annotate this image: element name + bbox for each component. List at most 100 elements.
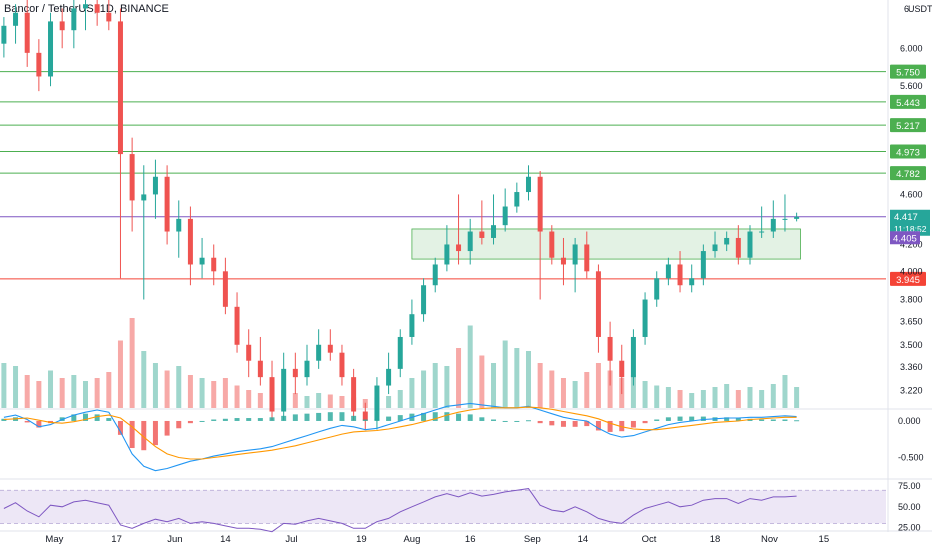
candle-body xyxy=(479,231,485,238)
macd-histogram-bar xyxy=(467,414,473,421)
price-tick-label: 3.360 xyxy=(900,362,923,372)
candle-body xyxy=(525,176,531,193)
candle-body xyxy=(351,377,357,412)
volume-bar xyxy=(595,363,601,408)
candle-body xyxy=(164,176,170,232)
rsi-pane xyxy=(0,488,886,533)
macd-histogram-bar xyxy=(479,417,485,421)
volume-bar xyxy=(549,370,555,408)
candle-body xyxy=(595,271,601,337)
macd-histogram-bar xyxy=(421,412,427,421)
macd-histogram-bar xyxy=(281,415,287,421)
time-tick-label: Jun xyxy=(167,534,182,545)
volume-bar xyxy=(432,363,438,408)
candle-body xyxy=(397,336,403,369)
candle-body xyxy=(432,264,438,286)
candle-body xyxy=(514,192,520,207)
candle-body xyxy=(759,231,765,233)
volume-bar xyxy=(630,375,636,408)
macd-histogram-bar xyxy=(257,418,263,421)
candle-body xyxy=(292,368,298,378)
candle-body xyxy=(502,206,508,226)
candle-body xyxy=(316,344,322,361)
macd-pane xyxy=(1,402,800,472)
level-label-bg xyxy=(890,166,926,181)
candle-body xyxy=(94,4,100,13)
macd-histogram-bar xyxy=(234,418,240,421)
macd-histogram-bar xyxy=(654,419,660,421)
volume-bar xyxy=(572,381,578,408)
rsi-tick-label: 25.00 xyxy=(898,523,921,533)
volume-bar xyxy=(117,340,123,408)
macd-histogram-bar xyxy=(106,418,112,421)
purple-label-bg xyxy=(890,231,920,245)
candle-body xyxy=(339,352,345,378)
level-label: 5.750 xyxy=(896,68,920,79)
macd-histogram-bar xyxy=(514,420,520,422)
macd-histogram-bar xyxy=(141,420,147,451)
volume-bar xyxy=(1,363,7,408)
candle-body xyxy=(537,176,543,232)
macd-histogram-bar xyxy=(24,420,30,423)
volume-bar xyxy=(164,370,170,408)
candle-body xyxy=(327,344,333,353)
support-resistance-zone xyxy=(411,228,801,260)
volume-bar xyxy=(421,370,427,408)
candle-body xyxy=(222,271,228,307)
time-tick-label: 14 xyxy=(578,534,589,545)
macd-histogram-bar xyxy=(269,417,275,421)
macd-histogram-bar xyxy=(642,420,648,424)
macd-histogram-bar xyxy=(397,415,403,421)
macd-histogram-bar xyxy=(36,420,42,428)
level-label-bg xyxy=(890,144,926,159)
panes xyxy=(0,0,932,532)
macd-histogram-bar xyxy=(246,418,252,421)
macd-histogram-bar xyxy=(362,419,368,421)
rsi-tick-label: 75.00 xyxy=(898,481,921,491)
macd-histogram-bar xyxy=(491,419,497,421)
time-tick-label: May xyxy=(45,534,63,545)
time-tick-label: 19 xyxy=(356,534,367,545)
time-tick-label: Aug xyxy=(403,534,420,545)
horizontal-levels: 5.750 5.443 5.217 4.973 4.782 3.945 xyxy=(0,64,926,286)
candle-body xyxy=(630,336,636,378)
price-axis: 6 6.000 5.600 4.600 4.200 4.000 3.800 3.650 3.50… xyxy=(890,4,932,533)
candle-body xyxy=(584,244,590,272)
candle-body xyxy=(642,299,648,337)
price-tick-label: 3.800 xyxy=(900,295,923,305)
volume-bar xyxy=(36,381,42,408)
candle-body xyxy=(724,237,730,245)
volume-bar xyxy=(689,393,695,408)
volume-bar xyxy=(397,390,403,408)
macd-histogram-bar xyxy=(152,420,158,446)
candle-body xyxy=(677,264,683,286)
macd-histogram-bar xyxy=(700,416,706,421)
volume-bar xyxy=(759,390,765,408)
volume-bar xyxy=(246,390,252,408)
candle-body xyxy=(770,218,776,232)
macd-histogram-bar xyxy=(351,415,357,421)
candle-body xyxy=(421,285,427,315)
macd-histogram-bar xyxy=(456,413,462,421)
candle-body xyxy=(211,257,217,272)
volume-bar xyxy=(654,385,660,408)
macd-histogram-bar xyxy=(584,420,590,427)
candle-body xyxy=(549,231,555,258)
macd-histogram-bar xyxy=(211,419,217,421)
macd-histogram-bar xyxy=(304,413,310,421)
candle-body xyxy=(491,225,497,238)
time-tick-label: 16 xyxy=(465,534,476,545)
candle-body xyxy=(747,231,753,258)
candle-body xyxy=(257,360,263,378)
candle-body xyxy=(269,377,275,412)
candle-body xyxy=(304,360,310,378)
macd-histogram-bar xyxy=(560,420,566,427)
macd-histogram-bar xyxy=(689,416,695,421)
rsi-line xyxy=(3,488,797,533)
macd-histogram-bar xyxy=(444,412,450,421)
candle-body xyxy=(82,4,88,9)
price-tick-label: 4.200 xyxy=(900,239,923,249)
candle-body xyxy=(176,218,182,232)
candle-body xyxy=(117,21,123,155)
